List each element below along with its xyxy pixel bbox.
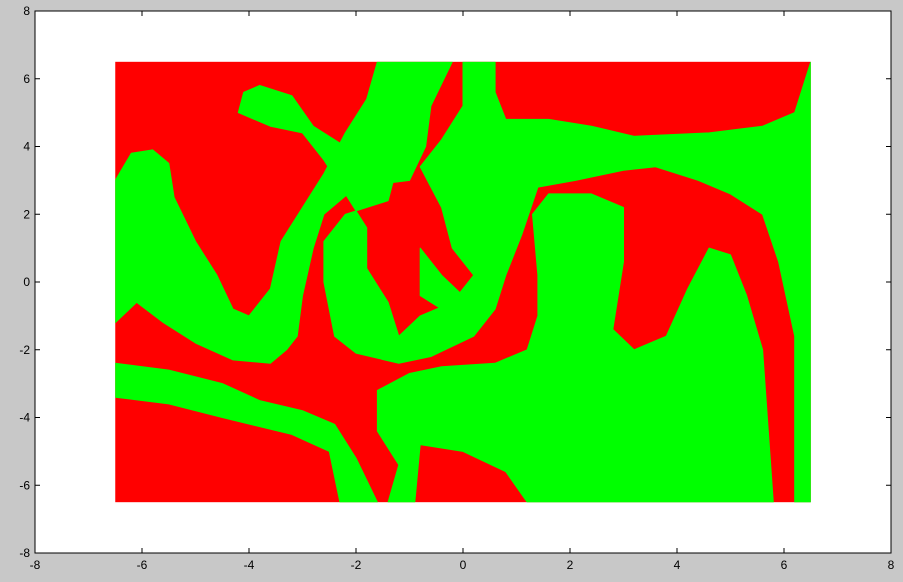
y-tick-label: 2 xyxy=(23,207,30,221)
x-tick-label: 4 xyxy=(674,558,681,572)
region-class-b-0 xyxy=(115,362,378,503)
y-tick-label: -4 xyxy=(19,411,30,425)
y-tick-label: 4 xyxy=(23,140,30,154)
x-tick-label: -6 xyxy=(137,558,148,572)
y-tick-label: -2 xyxy=(19,343,30,357)
x-tick-label: 8 xyxy=(888,558,895,572)
y-tick-label: 8 xyxy=(23,4,30,18)
x-axis-ticks: -8 -6 -4 -2 0 2 4 6 8 xyxy=(30,11,895,572)
y-axis-ticks: -8 -6 -4 -2 0 2 4 6 8 xyxy=(19,4,891,560)
region-group xyxy=(115,61,811,503)
x-tick-label: -8 xyxy=(30,558,41,572)
y-tick-label: -8 xyxy=(19,546,30,560)
x-tick-label: 2 xyxy=(567,558,574,572)
x-tick-label: 6 xyxy=(781,558,788,572)
y-tick-label: 0 xyxy=(23,275,30,289)
y-tick-label: -6 xyxy=(19,478,30,492)
data-field xyxy=(115,61,811,503)
region-class-b-3 xyxy=(376,193,774,503)
region-class-b-2 xyxy=(237,61,811,503)
y-tick-label: 6 xyxy=(23,72,30,86)
x-tick-label: -2 xyxy=(351,558,362,572)
region-class-b-4 xyxy=(419,247,464,310)
x-tick-label: 0 xyxy=(460,558,467,572)
x-tick-label: -4 xyxy=(244,558,255,572)
